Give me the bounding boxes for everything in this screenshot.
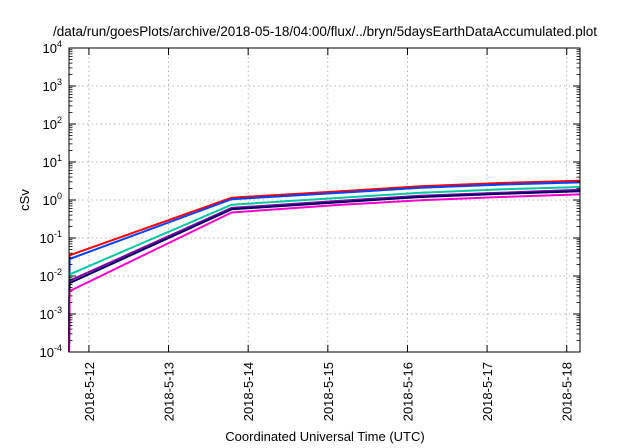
axis-ticks: 10-4 10-3 10-2 10-1 100 101 102 103 104 2018-5-12… bbox=[40, 39, 580, 421]
y-tick-label: 10-1 bbox=[40, 229, 62, 246]
x-tick-label: 2018-5-15 bbox=[321, 362, 336, 421]
series-line bbox=[68, 181, 581, 353]
y-tick-label: 104 bbox=[43, 39, 62, 56]
x-tick-label: 2018-5-13 bbox=[162, 362, 177, 421]
y-tick-label: 10-3 bbox=[40, 305, 62, 322]
y-tick-label: 100 bbox=[43, 191, 62, 208]
series-line bbox=[68, 179, 581, 353]
x-tick-label: 2018-5-16 bbox=[400, 362, 415, 421]
grid bbox=[69, 48, 580, 352]
y-tick-label: 101 bbox=[43, 153, 62, 170]
series-line bbox=[68, 190, 581, 353]
x-tick-label: 2018-5-12 bbox=[82, 362, 97, 421]
chart-title: /data/run/goesPlots/archive/2018-05-18/0… bbox=[53, 24, 597, 39]
y-tick-label: 10-4 bbox=[40, 343, 62, 360]
series-group bbox=[68, 179, 581, 353]
y-tick-label: 102 bbox=[43, 115, 62, 132]
y-tick-label: 103 bbox=[43, 77, 62, 94]
series-line bbox=[68, 188, 581, 353]
series-line bbox=[68, 186, 581, 353]
x-tick-label: 2018-5-18 bbox=[560, 362, 575, 421]
y-axis-label: cSv bbox=[17, 189, 32, 211]
x-axis-label: Coordinated Universal Time (UTC) bbox=[225, 429, 424, 444]
series-line bbox=[68, 193, 581, 353]
x-tick-label: 2018-5-17 bbox=[480, 362, 495, 421]
x-tick-label: 2018-5-14 bbox=[241, 362, 256, 421]
y-tick-label: 10-2 bbox=[40, 267, 62, 284]
